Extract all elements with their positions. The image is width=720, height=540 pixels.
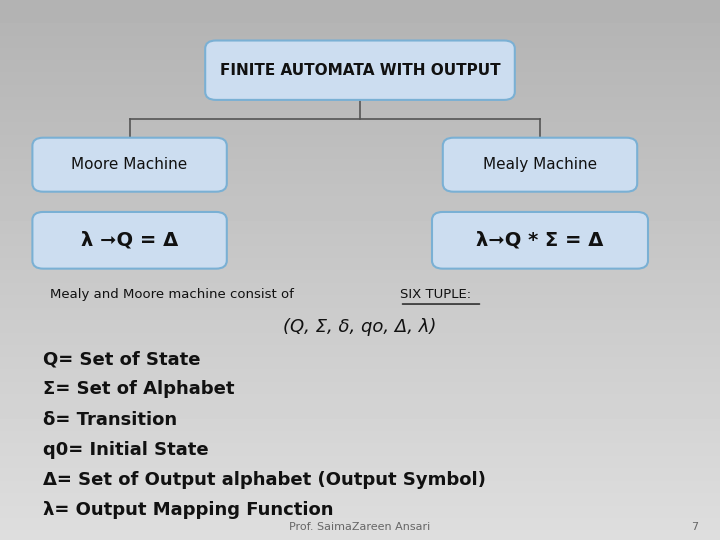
Text: q0= Initial State: q0= Initial State bbox=[43, 441, 209, 459]
Text: λ= Output Mapping Function: λ= Output Mapping Function bbox=[43, 501, 333, 519]
FancyBboxPatch shape bbox=[432, 212, 648, 268]
Text: SIX TUPLE:: SIX TUPLE: bbox=[400, 288, 471, 301]
Text: Prof. SaimaZareen Ansari: Prof. SaimaZareen Ansari bbox=[289, 522, 431, 531]
FancyBboxPatch shape bbox=[205, 40, 515, 100]
Text: λ ➞Q = Δ: λ ➞Q = Δ bbox=[81, 231, 179, 250]
Text: δ= Transition: δ= Transition bbox=[43, 410, 177, 429]
FancyBboxPatch shape bbox=[32, 138, 227, 192]
Text: Δ= Set of Output alphabet (Output Symbol): Δ= Set of Output alphabet (Output Symbol… bbox=[43, 471, 486, 489]
Text: Mealy Machine: Mealy Machine bbox=[483, 157, 597, 172]
Text: FINITE AUTOMATA WITH OUTPUT: FINITE AUTOMATA WITH OUTPUT bbox=[220, 63, 500, 78]
Text: Mealy and Moore machine consist of: Mealy and Moore machine consist of bbox=[50, 288, 299, 301]
FancyBboxPatch shape bbox=[443, 138, 637, 192]
Text: 7: 7 bbox=[691, 522, 698, 531]
Text: Σ= Set of Alphabet: Σ= Set of Alphabet bbox=[43, 380, 235, 399]
Text: Q= Set of State: Q= Set of State bbox=[43, 350, 201, 368]
Text: Moore Machine: Moore Machine bbox=[71, 157, 188, 172]
Text: λ➞Q * Σ = Δ: λ➞Q * Σ = Δ bbox=[477, 231, 603, 250]
Text: (Q, Σ, δ, qo, Δ, λ): (Q, Σ, δ, qo, Δ, λ) bbox=[283, 318, 437, 336]
FancyBboxPatch shape bbox=[32, 212, 227, 268]
